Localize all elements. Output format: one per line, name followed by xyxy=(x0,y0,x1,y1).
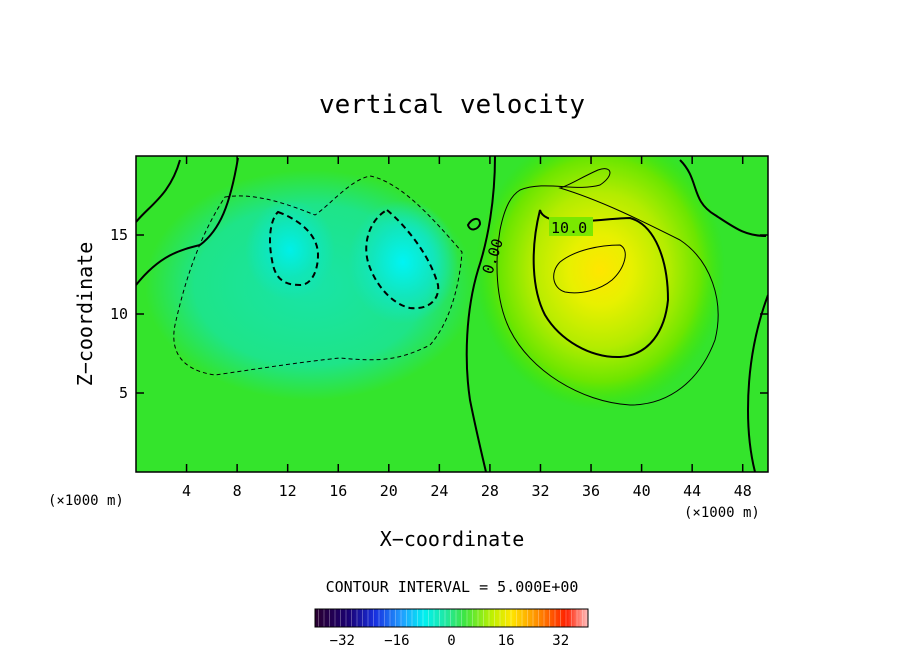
contour-zero-small xyxy=(466,217,482,231)
contour-pos10 xyxy=(532,209,670,359)
x-tick-label: 36 xyxy=(582,482,600,500)
contour-pos5 xyxy=(496,168,719,406)
y-tick-label: 10 xyxy=(110,305,128,323)
colorbar-tick-label: 16 xyxy=(498,633,515,649)
x-axis-unit-left: (×1000 m) xyxy=(48,493,124,509)
contour-neg10-left xyxy=(269,210,320,287)
contour-neg10-right xyxy=(365,208,440,310)
x-tick-label: 48 xyxy=(734,482,752,500)
contour-neg5 xyxy=(173,175,463,376)
contour-label-ten: 10.0 xyxy=(551,219,587,237)
x-tick-label: 20 xyxy=(380,482,398,500)
x-axis-unit-right: (×1000 m) xyxy=(684,505,760,521)
x-tick-label: 44 xyxy=(683,482,701,500)
colorbar-ticks: −32 −16 0 16 32 xyxy=(330,633,569,649)
x-tick-label: 40 xyxy=(633,482,651,500)
y-axis-label: Z−coordinate xyxy=(73,242,97,387)
y-axis-ticks: 5 10 15 xyxy=(110,226,768,402)
downdraft-region-2 xyxy=(348,200,458,324)
colorbar-frame xyxy=(314,608,589,628)
contour-zero-center xyxy=(465,156,496,472)
x-tick-label: 28 xyxy=(481,482,499,500)
y-tick-label: 15 xyxy=(110,226,128,244)
x-tick-label: 4 xyxy=(182,482,191,500)
x-axis-label: X−coordinate xyxy=(380,527,525,551)
colorbar: −32 −16 0 16 32 xyxy=(314,608,589,649)
colorbar-tick-label: −16 xyxy=(384,633,409,649)
x-tick-label: 8 xyxy=(233,482,242,500)
contour-pos15 xyxy=(553,244,626,294)
colorbar-tick-label: 0 xyxy=(447,633,455,649)
x-axis-ticks: 4 8 12 16 20 24 28 32 36 40 44 48 xyxy=(182,156,752,500)
plot-field: 0.00 10.0 xyxy=(136,156,768,472)
x-tick-label: 12 xyxy=(279,482,297,500)
chart-title: vertical velocity xyxy=(319,90,585,120)
downdraft-region-1 xyxy=(245,200,335,300)
contour-zero-right xyxy=(679,159,768,472)
contour-label-bg xyxy=(549,217,593,236)
colorbar-tick-label: −32 xyxy=(330,633,355,649)
x-tick-label: 32 xyxy=(531,482,549,500)
colorbar-tick-label: 32 xyxy=(552,633,569,649)
x-tick-label: 24 xyxy=(430,482,448,500)
colorbar-stripes xyxy=(315,609,588,627)
y-tick-label: 5 xyxy=(119,384,128,402)
x-tick-label: 16 xyxy=(329,482,347,500)
contour-interval-text: CONTOUR INTERVAL = 5.000E+00 xyxy=(326,578,579,596)
updraft-region xyxy=(475,156,725,410)
